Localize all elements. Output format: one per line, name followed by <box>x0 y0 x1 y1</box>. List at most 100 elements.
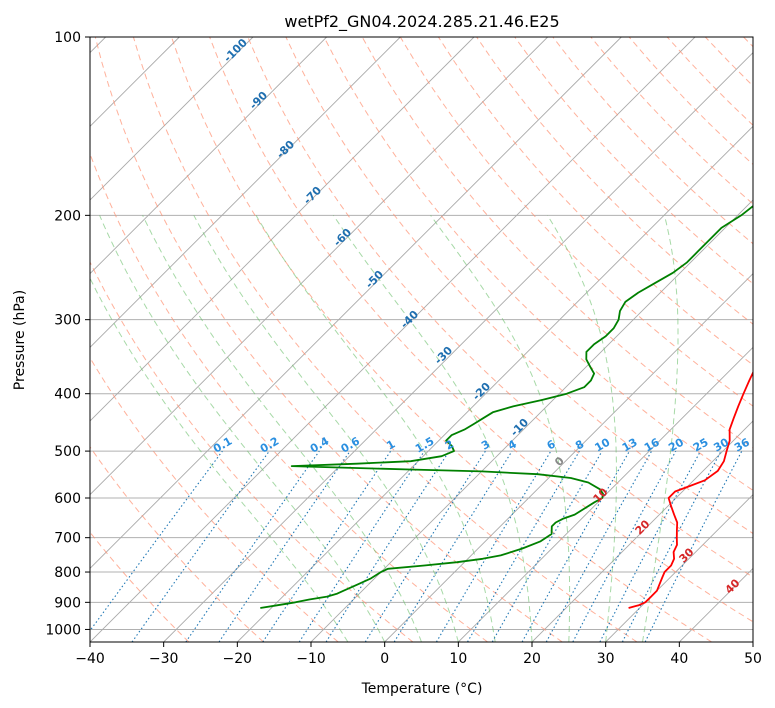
mixing-ratio-label: 0.4 <box>308 434 332 455</box>
isotherm-line <box>384 273 753 642</box>
mixing-ratio-line <box>262 450 392 642</box>
x-tick-label: 20 <box>523 651 541 667</box>
isotherm-value-label: -30 <box>432 344 455 367</box>
y-tick-label: 500 <box>54 444 81 460</box>
y-tick-label: 1000 <box>45 622 81 638</box>
isotherm-value-label: -40 <box>398 308 421 331</box>
y-tick-label: 700 <box>54 531 81 547</box>
isotherm-value-label: -90 <box>247 89 270 112</box>
dry-adiabat <box>323 37 753 491</box>
mixing-ratio-label: 16 <box>642 435 662 454</box>
moist-adiabat <box>142 215 422 642</box>
mixing-ratio-line <box>218 450 351 642</box>
y-tick-label: 200 <box>54 208 81 224</box>
isotherm-line <box>458 346 753 642</box>
dry-adiabat <box>552 37 753 245</box>
moist-adiabat <box>332 215 533 642</box>
mixing-ratio-line <box>545 450 653 642</box>
isotherm-line <box>310 199 753 642</box>
dry-adiabat <box>90 531 190 642</box>
isotherm-value-label: -20 <box>470 380 493 403</box>
mixing-ratio-label: 0.6 <box>339 434 363 455</box>
isotherm-value-label: -70 <box>301 184 324 207</box>
isotherm-line <box>90 37 622 569</box>
moist-adiabat <box>430 215 571 642</box>
mixing-ratio-line <box>435 450 552 642</box>
dry-adiabat <box>132 37 638 642</box>
dry-adiabat <box>90 152 488 642</box>
mixing-ratio-label: 0.2 <box>258 435 281 456</box>
temperature-line <box>628 370 753 609</box>
mixing-ratio-label: 1 <box>384 438 397 453</box>
chart-title: wetPf2_GN04.2024.285.21.46.E25 <box>284 12 559 32</box>
dry-adiabat <box>476 37 753 325</box>
x-tick-label: −40 <box>75 651 105 667</box>
dry-adiabat <box>94 37 563 642</box>
isotherm-value-label: -60 <box>331 226 354 249</box>
isotherm-line <box>90 37 475 422</box>
mixing-ratio-line <box>325 450 450 642</box>
isotherm-line <box>752 641 753 642</box>
dewpoint-line <box>260 205 753 609</box>
mixing-ratio-line <box>131 450 270 642</box>
profile-lines <box>260 205 753 609</box>
inline-labels: 0.1 0.2 0.4 0.6 1 1.5 2 3 4 6 8 10 13 16 20 25 30 36-100-… <box>211 36 752 597</box>
reference-curve <box>53 37 86 642</box>
dry-adiabat <box>437 37 753 366</box>
isotherm-value-label: -80 <box>274 138 297 161</box>
mixing-ratio-line <box>90 450 223 632</box>
mixing-ratio-line <box>298 450 425 642</box>
y-tick-label: 600 <box>54 491 81 507</box>
mixing-ratio-label: 1.5 <box>413 435 436 456</box>
mixing-ratio-line <box>644 450 743 642</box>
y-tick-label: 800 <box>54 565 81 581</box>
y-tick-label: 400 <box>54 387 81 403</box>
background-lines <box>42 37 753 642</box>
isotherm-line <box>90 37 548 496</box>
mixing-ratio-label: 25 <box>691 436 711 455</box>
x-tick-label: 30 <box>597 651 615 667</box>
isotherm-line <box>90 37 401 348</box>
x-tick-label: 40 <box>670 651 688 667</box>
y-axis-ticks: 100 200 300 400 500 600 700 800 900 1000 <box>45 30 90 638</box>
moist-adiabat <box>547 215 617 642</box>
x-tick-label: 10 <box>449 651 467 667</box>
dry-adiabat <box>247 37 753 578</box>
isotherm-line <box>90 37 254 201</box>
dry-adiabat <box>90 356 339 642</box>
x-axis-label: Temperature (°C) <box>361 681 483 697</box>
plot-frame <box>89 36 754 643</box>
x-axis-ticks: −40 −30 −20 −10 0 10 20 30 40 50 <box>75 642 762 667</box>
mixing-ratio-label: 4 <box>506 437 519 452</box>
mixing-ratio-line <box>364 450 486 642</box>
dry-adiabat <box>90 260 414 642</box>
moist-adiabat <box>99 215 386 642</box>
mixing-ratio-line <box>467 450 580 642</box>
x-tick-label: −10 <box>296 651 326 667</box>
dry-adiabat <box>90 446 264 642</box>
x-tick-label: −20 <box>223 651 253 667</box>
adiabat-value-label: 20 <box>633 517 653 537</box>
dry-adiabat <box>171 37 712 642</box>
dry-adiabat <box>743 37 753 48</box>
dry-adiabat <box>704 37 753 87</box>
mixing-ratio-label: 20 <box>666 435 686 454</box>
dry-adiabat <box>514 37 753 285</box>
mixing-ratio-line <box>185 450 320 642</box>
isotherm-line <box>90 37 696 642</box>
isotherm-line <box>605 494 753 642</box>
y-tick-label: 900 <box>54 595 81 611</box>
isotherm-line <box>237 125 753 642</box>
y-tick-label: 100 <box>54 30 81 46</box>
isotherm-line <box>90 37 327 275</box>
isotherm-line <box>531 420 753 642</box>
dry-adiabat <box>209 37 753 623</box>
adiabat-value-label: 30 <box>677 545 697 565</box>
isotherm-value-label: -100 <box>221 36 250 65</box>
x-tick-label: 50 <box>744 651 762 667</box>
reference-curve <box>42 37 61 642</box>
y-axis-label: Pressure (hPa) <box>12 290 28 390</box>
moist-adiabat <box>642 215 679 642</box>
isotherm-line <box>679 567 753 642</box>
